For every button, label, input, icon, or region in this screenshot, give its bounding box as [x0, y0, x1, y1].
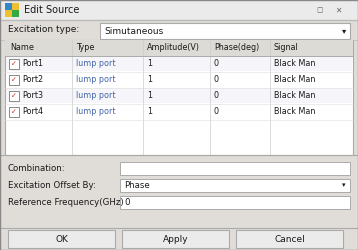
- Bar: [5, 40, 353, 155]
- Bar: [9, 75, 19, 85]
- Text: Simutaneous: Simutaneous: [104, 26, 163, 36]
- Bar: [5, 40, 353, 56]
- Text: ✓: ✓: [11, 109, 17, 115]
- Text: ▾: ▾: [342, 182, 346, 188]
- Bar: [120, 162, 350, 175]
- Text: Black Man: Black Man: [274, 108, 315, 116]
- Text: 1: 1: [147, 108, 152, 116]
- Text: 1: 1: [147, 92, 152, 100]
- Text: Excitation Offset By:: Excitation Offset By:: [8, 181, 96, 190]
- Bar: [9, 59, 19, 69]
- Text: ◻: ◻: [316, 6, 322, 15]
- Bar: [6, 104, 352, 119]
- Text: Combination:: Combination:: [8, 164, 66, 173]
- Text: Black Man: Black Man: [274, 60, 315, 68]
- Bar: [6, 88, 352, 103]
- Bar: [5, 3, 19, 17]
- Text: lump port: lump port: [76, 60, 116, 68]
- Text: 1: 1: [147, 76, 152, 84]
- Text: ✓: ✓: [11, 77, 17, 83]
- Text: Amplitude(V): Amplitude(V): [147, 44, 200, 52]
- Bar: [6, 72, 352, 87]
- Text: lump port: lump port: [76, 92, 116, 100]
- Bar: [5, 3, 12, 10]
- Text: ✓: ✓: [11, 61, 17, 67]
- Bar: [9, 107, 19, 117]
- Text: 1: 1: [147, 60, 152, 68]
- Text: lump port: lump port: [76, 76, 116, 84]
- Text: Port4: Port4: [22, 108, 43, 116]
- Text: Black Man: Black Man: [274, 76, 315, 84]
- Text: 0: 0: [214, 92, 219, 100]
- Text: ▾: ▾: [342, 26, 346, 36]
- Bar: [12, 10, 19, 17]
- Bar: [0, 155, 358, 230]
- Text: 0: 0: [124, 198, 130, 207]
- Text: Phase(deg): Phase(deg): [214, 44, 259, 52]
- Text: Name: Name: [10, 44, 34, 52]
- Text: 0: 0: [214, 60, 219, 68]
- Text: OK: OK: [55, 234, 68, 244]
- Bar: [120, 179, 350, 192]
- Text: 0: 0: [214, 108, 219, 116]
- Text: Type: Type: [76, 44, 95, 52]
- Bar: [236, 230, 343, 248]
- Text: Excitation type:: Excitation type:: [8, 26, 79, 35]
- Text: Cancel: Cancel: [274, 234, 305, 244]
- Bar: [0, 0, 358, 20]
- Text: Port1: Port1: [22, 60, 43, 68]
- Text: Black Man: Black Man: [274, 92, 315, 100]
- Text: Signal: Signal: [274, 44, 299, 52]
- Text: Apply: Apply: [163, 234, 188, 244]
- Bar: [8, 230, 115, 248]
- Text: ✕: ✕: [335, 6, 342, 15]
- Text: Port3: Port3: [22, 92, 43, 100]
- Bar: [0, 20, 358, 40]
- Text: Reference Frequency(GHz): Reference Frequency(GHz): [8, 198, 124, 207]
- Text: Phase: Phase: [124, 181, 150, 190]
- Bar: [9, 91, 19, 101]
- Bar: [100, 23, 350, 39]
- Bar: [122, 230, 229, 248]
- Bar: [6, 56, 352, 71]
- Text: ✓: ✓: [11, 93, 17, 99]
- Text: 0: 0: [214, 76, 219, 84]
- Text: lump port: lump port: [76, 108, 116, 116]
- Text: Edit Source: Edit Source: [24, 5, 79, 15]
- Bar: [120, 196, 350, 209]
- Text: Port2: Port2: [22, 76, 43, 84]
